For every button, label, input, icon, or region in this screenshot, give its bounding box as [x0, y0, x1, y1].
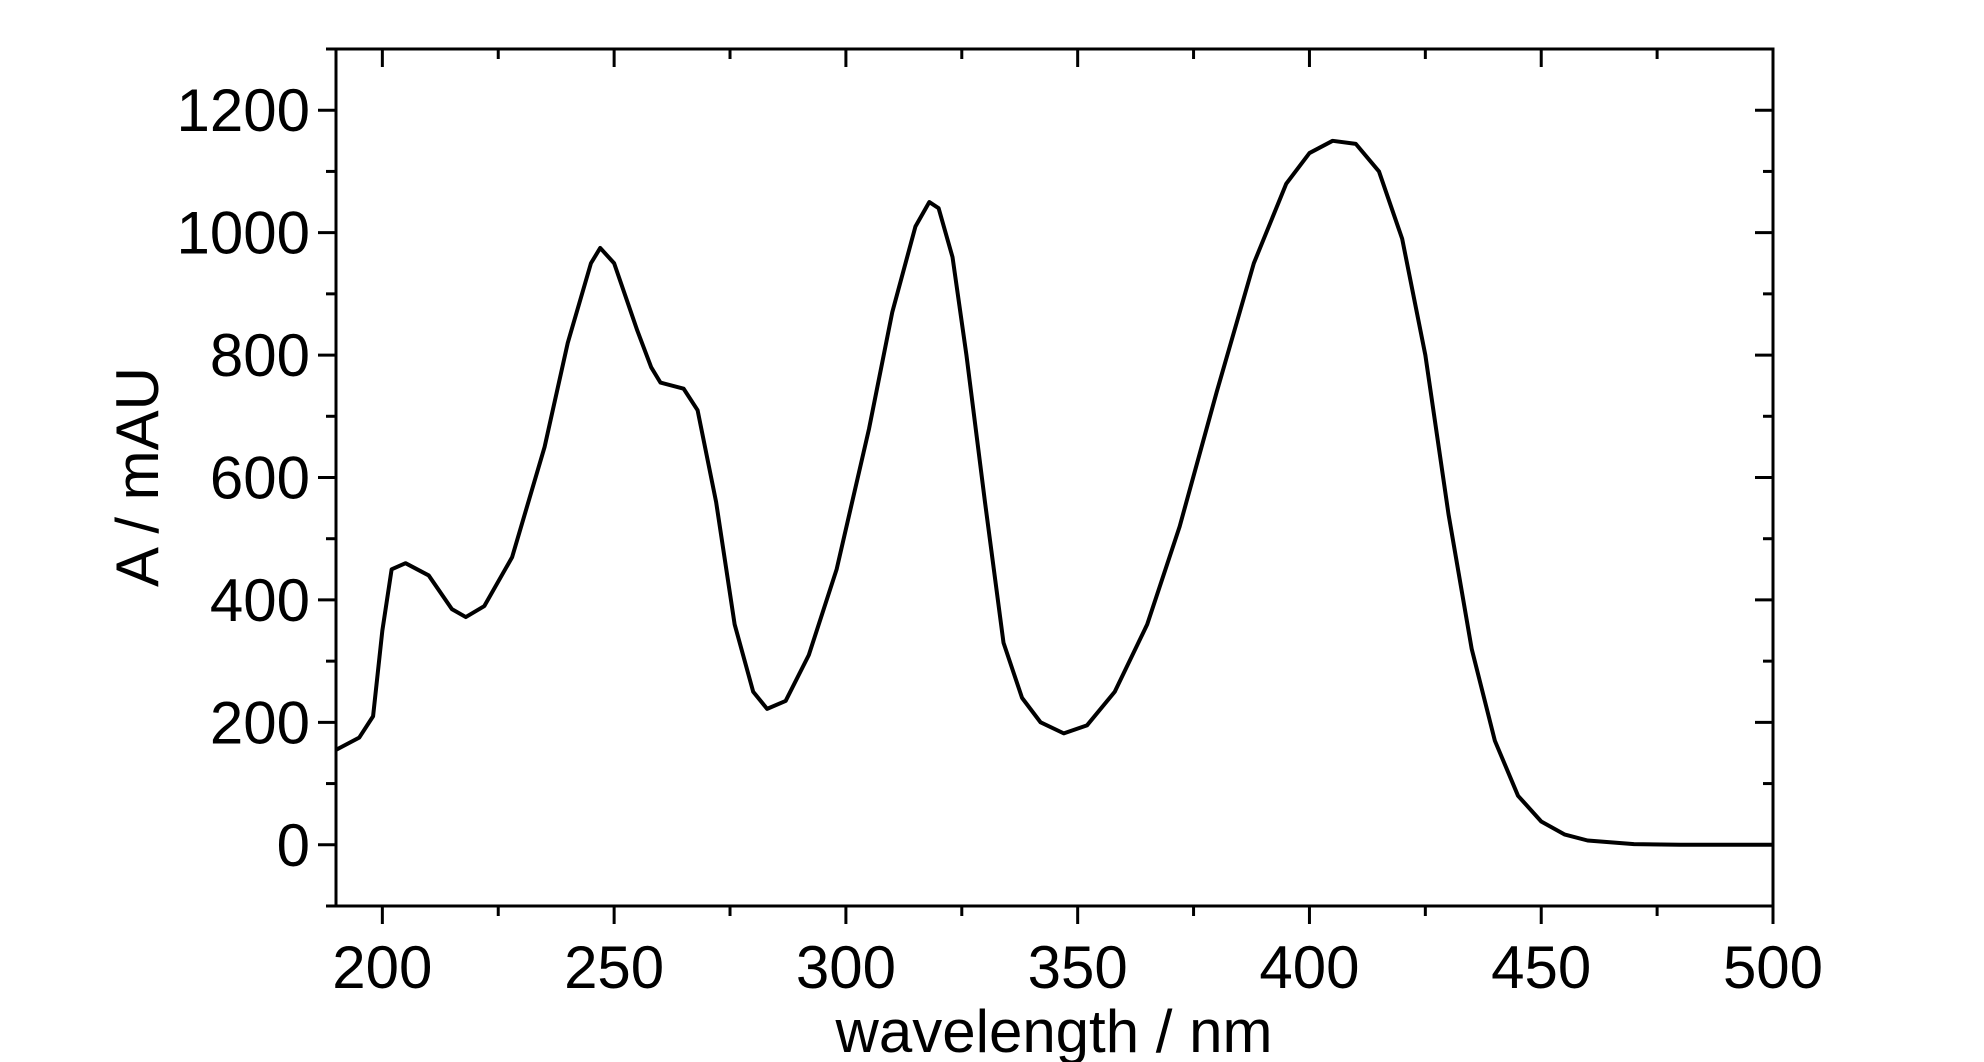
- x-axis-title: wavelength / nm: [835, 998, 1273, 1062]
- y-axis-title: A / mAU: [104, 367, 171, 587]
- y-tick-label: 800: [210, 322, 310, 389]
- x-tick-label: 400: [1259, 934, 1359, 1001]
- x-tick-label: 500: [1723, 934, 1823, 1001]
- plot-frame: [334, 47, 1775, 908]
- x-tick-label: 450: [1491, 934, 1591, 1001]
- x-tick-label: 250: [564, 934, 664, 1001]
- y-tick-label: 400: [210, 567, 310, 634]
- x-tick-label: 300: [796, 934, 896, 1001]
- spectrum-line: [335, 138, 1773, 847]
- y-tick-label: 1200: [177, 77, 310, 144]
- y-tick-label: 600: [210, 445, 310, 512]
- y-tick-label: 1000: [177, 200, 310, 267]
- x-tick-label: 350: [1028, 934, 1128, 1001]
- x-tick-label: 200: [332, 934, 432, 1001]
- y-tick-label: 200: [210, 689, 310, 756]
- y-tick-label: 0: [277, 812, 310, 879]
